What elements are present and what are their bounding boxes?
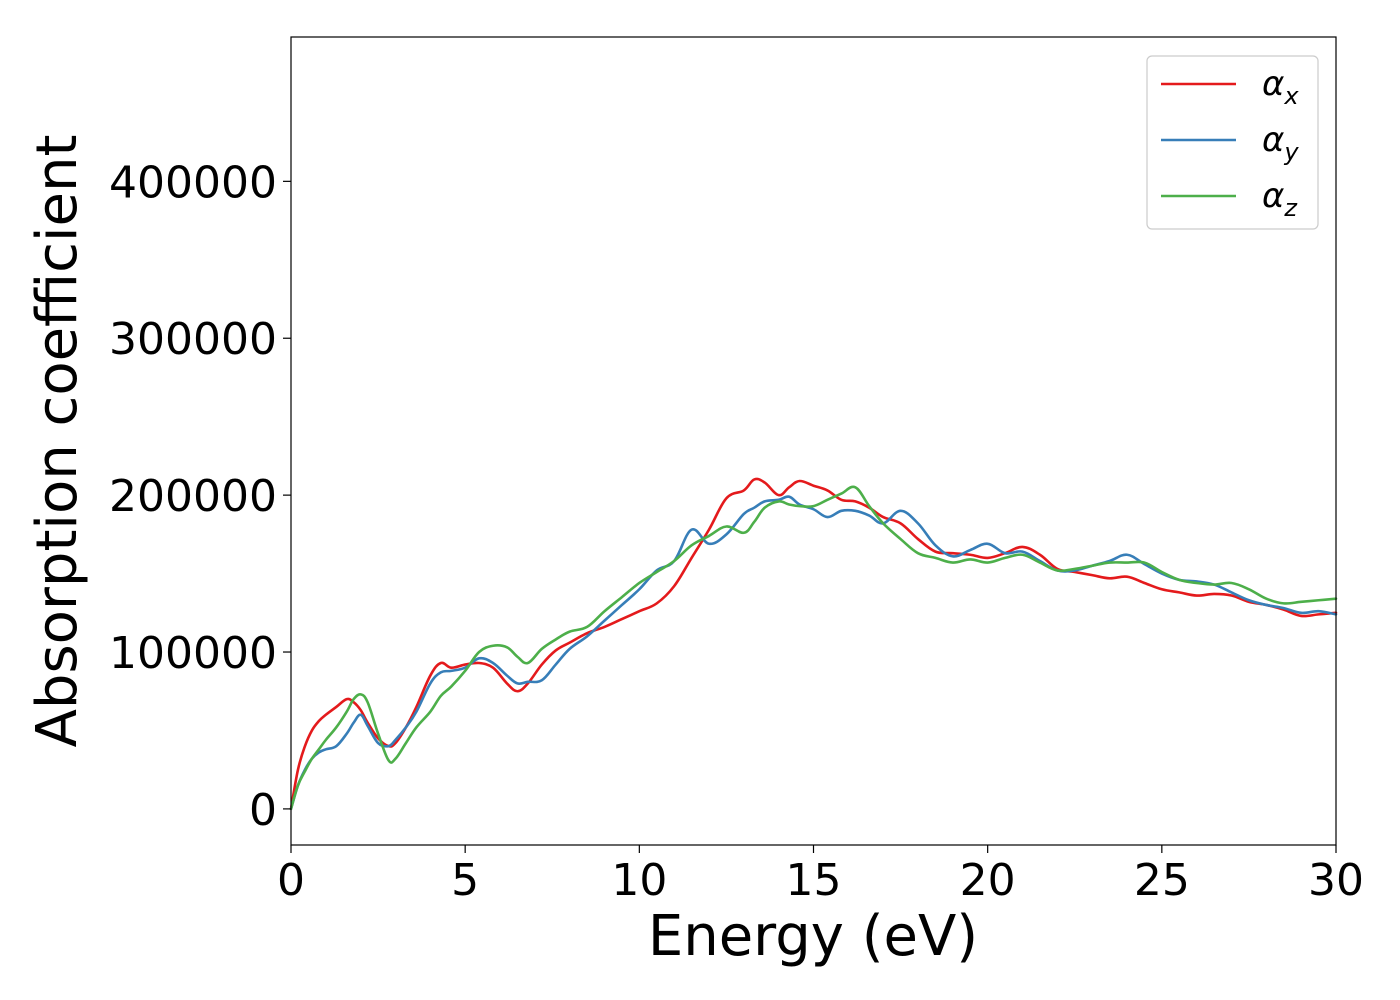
- legend-label-subscript: x: [1283, 82, 1299, 110]
- legend-label-symbol: α: [1262, 120, 1284, 160]
- legend-label-subscript: z: [1283, 194, 1298, 222]
- y-tick-label: 300000: [109, 314, 277, 365]
- x-ticks: 0 5 10 15 20 25 30: [277, 845, 1364, 906]
- x-tick-label: 5: [451, 855, 479, 906]
- x-tick-label: 20: [960, 855, 1016, 906]
- x-tick-label: 0: [277, 855, 305, 906]
- legend-label-y: αy: [1262, 120, 1299, 166]
- x-axis-title: Energy (eV): [648, 904, 978, 969]
- legend-label-z: αz: [1262, 176, 1298, 222]
- legend-label-symbol: α: [1262, 176, 1284, 216]
- y-ticks: 0 100000 200000 300000 400000: [109, 157, 291, 836]
- legend-label-subscript: y: [1283, 138, 1299, 166]
- x-tick-label: 30: [1308, 855, 1364, 906]
- x-tick-label: 15: [786, 855, 842, 906]
- y-tick-label: 100000: [109, 628, 277, 679]
- y-tick-label: 0: [249, 785, 277, 836]
- series-layer: [289, 477, 1338, 811]
- x-tick-label: 10: [611, 855, 667, 906]
- x-tick-label: 25: [1134, 855, 1190, 906]
- y-axis-title: Absorption coefficient: [25, 135, 90, 748]
- series-line-z: [289, 485, 1338, 811]
- legend-label-symbol: α: [1262, 64, 1284, 104]
- series-line-y: [289, 495, 1338, 811]
- legend-box: [1146, 55, 1319, 230]
- legend-label-x: αx: [1262, 64, 1299, 110]
- y-tick-label: 200000: [109, 471, 277, 522]
- y-tick-label: 400000: [109, 157, 277, 208]
